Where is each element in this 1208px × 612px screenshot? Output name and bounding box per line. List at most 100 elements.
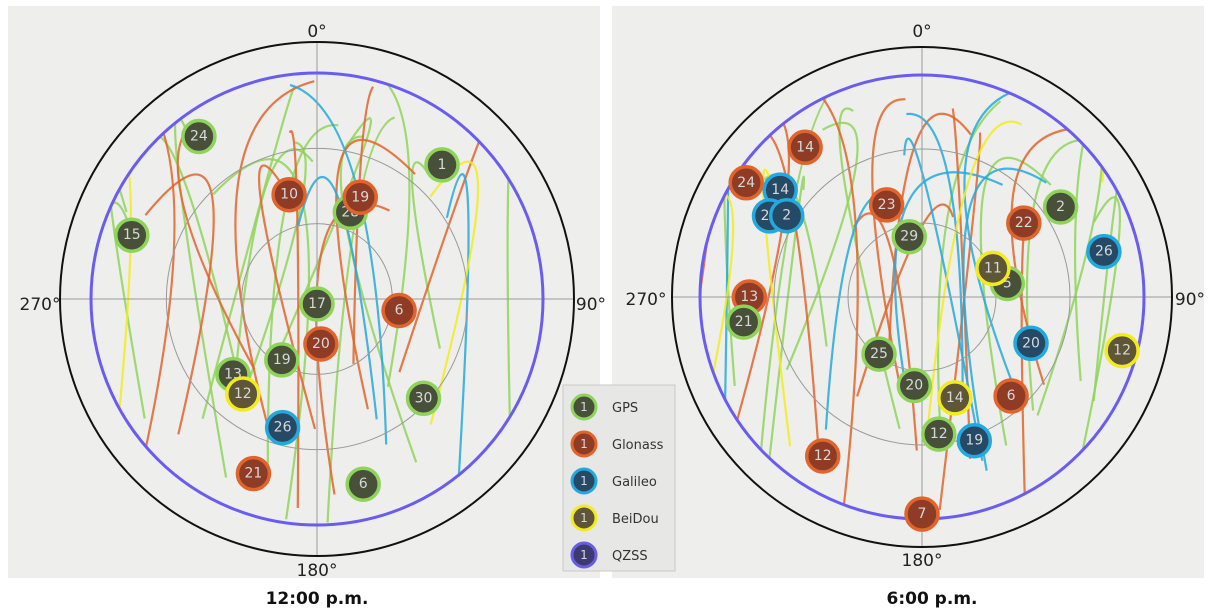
satellite-marker bbox=[956, 422, 993, 459]
satellite-gps-2: 2 bbox=[1042, 189, 1079, 225]
track-galileo bbox=[445, 173, 470, 524]
satellite-marker bbox=[381, 292, 417, 329]
satellite-marker bbox=[303, 326, 339, 362]
legend-swatch bbox=[570, 393, 598, 421]
track-galileo bbox=[963, 84, 1037, 393]
legend-swatch bbox=[570, 504, 598, 532]
satellite-marker bbox=[1042, 189, 1079, 225]
satellite-gps-24: 24 bbox=[181, 118, 217, 155]
satellite-marker bbox=[264, 342, 300, 378]
satellite-glonass-21: 21 bbox=[235, 455, 272, 492]
south-label: 180° bbox=[902, 551, 943, 571]
satellite-number: 13 bbox=[740, 289, 758, 305]
satellite-marker bbox=[937, 380, 973, 416]
satellite-marker bbox=[728, 165, 764, 201]
satellite-galileo-2: 2 bbox=[768, 197, 805, 234]
legend-item-beidou: 1 BeiDou bbox=[570, 504, 659, 532]
satellite-glonass-10: 10 bbox=[271, 176, 307, 213]
legend-label: QZSS bbox=[612, 549, 648, 564]
satellite-galileo-26: 26 bbox=[1086, 233, 1122, 270]
satellite-galileo-19: 19 bbox=[956, 422, 993, 459]
satellite-number: 14 bbox=[946, 390, 964, 406]
satellite-number: 6 bbox=[359, 476, 368, 492]
satellite-number: 19 bbox=[273, 352, 291, 368]
legend-swatch-number: 1 bbox=[580, 474, 588, 488]
satellite-gps-30: 30 bbox=[405, 380, 442, 417]
satellite-number: 25 bbox=[870, 346, 888, 362]
satellite-number: 2 bbox=[782, 208, 791, 224]
satellite-number: 19 bbox=[965, 433, 983, 449]
satellite-galileo-26: 26 bbox=[264, 409, 301, 446]
track-glonass bbox=[352, 86, 375, 364]
satellite-number: 7 bbox=[918, 506, 927, 522]
east-label: 90° bbox=[576, 295, 606, 315]
track-gps bbox=[1069, 196, 1121, 510]
satellite-marker bbox=[235, 455, 272, 492]
north-label: 0° bbox=[307, 22, 326, 42]
satellite-glonass-24: 24 bbox=[728, 165, 764, 201]
satellite-galileo-20: 20 bbox=[1013, 325, 1049, 362]
satellite-marker bbox=[725, 304, 762, 340]
legend-label: BeiDou bbox=[612, 512, 659, 527]
sky-plot-evening: 1423241322612722921525201214242262019111… bbox=[626, 22, 1206, 609]
satellite-marker bbox=[993, 378, 1029, 414]
legend-swatch-number: 1 bbox=[580, 437, 588, 451]
satellite-marker bbox=[342, 179, 378, 216]
legend-label: GPS bbox=[612, 401, 638, 416]
satellite-number: 22 bbox=[1015, 215, 1033, 231]
satellite-marker bbox=[904, 496, 940, 532]
satellite-gps-6: 6 bbox=[345, 466, 381, 502]
satellite-beidou-14: 14 bbox=[937, 380, 973, 416]
satellite-number: 12 bbox=[930, 426, 948, 442]
track-glonass bbox=[1010, 126, 1095, 386]
satellite-marker bbox=[921, 416, 957, 452]
track-gps bbox=[411, 161, 441, 349]
satellite-number: 12 bbox=[234, 386, 252, 402]
satellite-number: 26 bbox=[274, 420, 292, 436]
satellite-gps-25: 25 bbox=[861, 336, 897, 372]
track-galileo bbox=[903, 137, 984, 461]
satellite-number: 19 bbox=[351, 189, 369, 205]
track-glonass bbox=[257, 164, 317, 430]
satellite-gps-15: 15 bbox=[114, 217, 150, 253]
satellite-number: 14 bbox=[771, 182, 789, 198]
track-glonass bbox=[288, 130, 300, 509]
north-label: 0° bbox=[912, 22, 931, 42]
satellite-glonass-7: 7 bbox=[904, 496, 940, 532]
track-galileo bbox=[297, 176, 378, 420]
horizon-ring bbox=[89, 71, 545, 527]
satellite-number: 12 bbox=[814, 448, 832, 464]
track-gps bbox=[233, 148, 314, 389]
satellite-beidou-12: 12 bbox=[225, 376, 261, 412]
satellite-number: 15 bbox=[123, 227, 141, 243]
satellite-glonass-12: 12 bbox=[804, 438, 841, 474]
west-label: 270° bbox=[20, 295, 61, 315]
satellite-glonass-6: 6 bbox=[993, 378, 1029, 414]
satellite-number: 21 bbox=[244, 466, 262, 482]
outer-ring bbox=[671, 46, 1173, 548]
satellite-glonass-22: 22 bbox=[1006, 205, 1042, 241]
south-label: 180° bbox=[297, 561, 338, 581]
satellite-marker bbox=[114, 217, 150, 253]
satellite-number: 6 bbox=[1007, 388, 1016, 404]
track-galileo bbox=[894, 171, 1004, 386]
track-glonass bbox=[938, 132, 982, 511]
legend-swatch-number: 1 bbox=[580, 400, 588, 414]
satellite-marker bbox=[787, 129, 823, 166]
satellite-number: 23 bbox=[878, 197, 896, 213]
satellite-gps-17: 17 bbox=[299, 286, 335, 322]
satellite-number: 30 bbox=[415, 390, 433, 406]
satellite-marker bbox=[768, 197, 805, 234]
satellite-number: 12 bbox=[1113, 343, 1131, 359]
satellite-marker bbox=[264, 409, 301, 446]
track-galileo bbox=[906, 112, 964, 387]
track-gps bbox=[936, 100, 1002, 436]
satellite-marker bbox=[861, 336, 897, 372]
satellite-marker bbox=[804, 438, 841, 474]
satellite-number: 20 bbox=[312, 336, 330, 352]
satellite-glonass-14: 14 bbox=[787, 129, 823, 166]
satellite-number: 11 bbox=[984, 260, 1002, 276]
track-glonass bbox=[144, 173, 215, 435]
